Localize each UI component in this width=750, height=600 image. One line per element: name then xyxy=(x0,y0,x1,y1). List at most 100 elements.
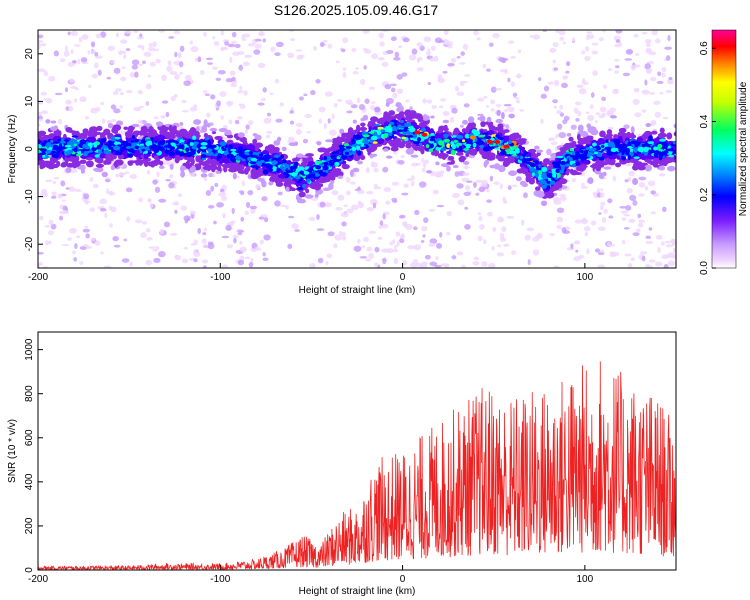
spectrogram-cell xyxy=(590,92,595,98)
spectrogram-cell xyxy=(454,85,459,92)
spectrogram-cell xyxy=(44,240,50,246)
spectrogram-cell xyxy=(602,30,606,33)
spectrogram-cell xyxy=(40,91,47,96)
spectrogram-cell xyxy=(210,94,216,100)
spectrogram-cell xyxy=(279,102,284,107)
spectrogram-cell xyxy=(355,140,363,145)
spectrogram-cell xyxy=(231,40,238,44)
spectrogram-cell xyxy=(635,53,640,56)
spectrogram-cell xyxy=(65,167,72,173)
spectrogram-cell xyxy=(507,106,515,113)
spectrogram-cell xyxy=(203,123,208,128)
spectrogram-cell xyxy=(232,51,241,56)
spectrogram-cell xyxy=(362,114,369,121)
spectrogram-cell xyxy=(395,102,402,108)
spectrogram-cell xyxy=(603,208,608,214)
spectrogram-cell xyxy=(38,123,41,127)
spectrogram-cell xyxy=(94,154,100,158)
spectrogram-cell xyxy=(123,238,127,242)
spectrogram-cell xyxy=(115,32,120,38)
spectrogram-cell xyxy=(401,136,407,140)
spectrogram-cell xyxy=(207,243,215,250)
spectrogram-cell xyxy=(67,237,72,242)
spectrogram-cell xyxy=(127,160,135,164)
spectrogram-cell xyxy=(511,184,518,188)
spectrogram-cell xyxy=(244,256,251,260)
spectrogram-cell xyxy=(560,160,566,165)
spectrogram-cell xyxy=(451,144,457,150)
spectrogram-cell xyxy=(50,223,57,230)
spectrogram-cell xyxy=(115,173,120,178)
spectrogram-cell xyxy=(437,127,443,133)
spectrogram-cell xyxy=(598,212,602,215)
spectrogram-cell xyxy=(92,142,98,146)
spectrogram-cell xyxy=(101,171,108,178)
spectrogram-cell xyxy=(134,219,143,224)
spectrogram-cell xyxy=(100,101,105,106)
spectrogram-cell xyxy=(528,148,537,153)
spectrogram-cell xyxy=(633,156,640,160)
spectrogram-cell xyxy=(400,233,405,239)
spectrogram-cell xyxy=(79,96,87,103)
spectrogram-cell xyxy=(373,167,379,173)
spectrogram-cell xyxy=(257,62,266,69)
spectrogram-cell xyxy=(179,144,185,150)
spectrogram-cell xyxy=(318,106,326,113)
spectrogram-cell xyxy=(394,244,398,250)
spectrogram-cell xyxy=(664,240,672,244)
spectrogram-cell xyxy=(363,236,369,243)
spectrogram-cell xyxy=(463,103,470,108)
spectrogram-cell xyxy=(248,151,253,155)
spectrogram-cell xyxy=(161,74,167,81)
spectrogram-cell xyxy=(456,91,465,97)
spectrogram-cell xyxy=(172,202,180,206)
spectrogram-cell xyxy=(378,225,383,230)
spectrogram-cell xyxy=(70,30,79,37)
spectrogram-cell xyxy=(507,140,512,145)
spectrogram-cell xyxy=(624,253,632,257)
spectrogram-cell xyxy=(174,51,178,58)
spectrogram-cell xyxy=(350,204,359,211)
spectrogram-cell xyxy=(324,139,334,143)
spectrogram-cell xyxy=(462,172,470,176)
spectrogram-cell xyxy=(536,232,543,239)
spectrogram-cell xyxy=(38,153,44,161)
spectrogram-cell xyxy=(82,228,90,233)
spectrogram-cell xyxy=(212,66,218,71)
spectrogram-cell xyxy=(317,147,325,153)
spectrogram-cell xyxy=(185,151,193,158)
spectrogram-cell xyxy=(668,154,675,158)
spectrogram-cell xyxy=(189,210,197,215)
spectrogram-cell xyxy=(121,66,126,70)
spectrogram-cell xyxy=(536,149,543,153)
spectrogram-cell xyxy=(142,60,147,64)
spectrogram-cell xyxy=(237,132,245,138)
spectrogram-cell xyxy=(333,102,338,108)
spectrogram-cell xyxy=(217,153,223,159)
spectrogram-cell xyxy=(558,30,566,36)
spectrogram-cell xyxy=(177,193,183,198)
spectrogram-cell xyxy=(559,36,565,41)
spectrogram-cell xyxy=(614,59,620,62)
spectrogram-cell xyxy=(202,89,208,94)
spectrogram-cell xyxy=(372,141,378,144)
spectrogram-cell xyxy=(352,167,360,173)
spectrogram-cell xyxy=(570,243,574,249)
spectrogram-cell xyxy=(315,165,322,170)
spectrogram-cell xyxy=(197,149,201,154)
spectrogram-cell xyxy=(90,41,96,47)
spectrogram-cell xyxy=(166,65,173,72)
spectrogram-cell xyxy=(233,237,237,244)
spectrogram-cell xyxy=(344,138,350,145)
spectrogram-cell xyxy=(555,168,560,174)
spectrogram-cell xyxy=(219,141,227,146)
spectrogram-cell xyxy=(118,50,123,56)
spectrogram-cell xyxy=(38,148,41,154)
spectrogram-cell xyxy=(183,246,188,250)
spectrogram-cell xyxy=(68,130,77,134)
spectrogram-cell xyxy=(95,33,102,39)
spectrogram-cell xyxy=(404,122,412,127)
spectrogram-cell xyxy=(275,41,284,48)
spectrogram-cell xyxy=(158,30,166,33)
spectrogram-cell xyxy=(269,176,275,183)
